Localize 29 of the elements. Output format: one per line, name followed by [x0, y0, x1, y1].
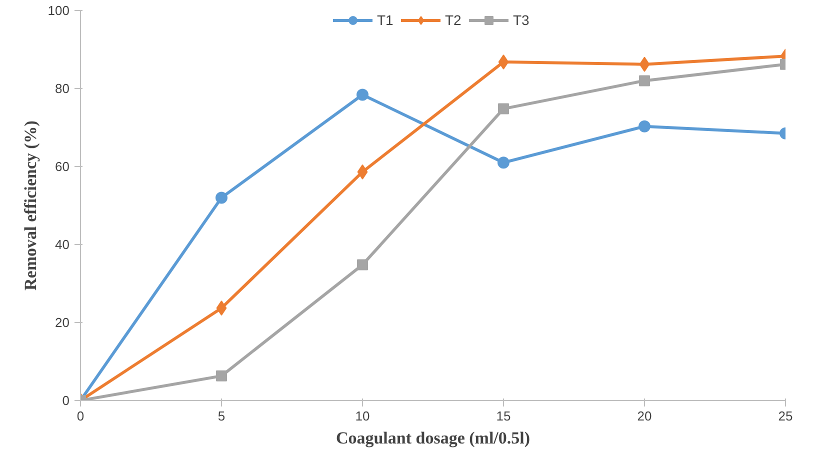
point	[638, 120, 650, 132]
point	[498, 156, 510, 169]
point	[639, 56, 650, 72]
x-tick-label: 10	[355, 408, 370, 424]
y-tick-label: 40	[55, 237, 70, 252]
x-tick-label: 15	[496, 408, 511, 424]
legend-label: T2	[445, 12, 462, 28]
point	[639, 75, 650, 86]
x-tick-label: 25	[778, 408, 793, 424]
x-axis-title: Coagulant dosage (ml/0.5l)	[336, 428, 530, 448]
point	[357, 164, 368, 180]
point	[356, 88, 368, 101]
point	[216, 370, 227, 382]
y-tick-label: 100	[48, 3, 70, 18]
x-tick-label: 5	[218, 408, 226, 424]
legend-label: T1	[377, 12, 394, 28]
y-tick-label: 60	[55, 159, 70, 174]
legend-label: T3	[513, 12, 530, 28]
point	[357, 259, 368, 270]
x-tick-label: 20	[637, 408, 652, 424]
point	[216, 300, 227, 316]
x-tick-label: 0	[76, 408, 84, 424]
point	[498, 54, 509, 70]
point	[216, 192, 228, 204]
y-tick-label: 80	[55, 81, 70, 96]
y-tick-label: 20	[55, 315, 70, 330]
y-axis-title: Removal efficiency (%)	[20, 120, 40, 290]
point	[498, 103, 509, 114]
y-tick-label: 0	[62, 393, 70, 408]
